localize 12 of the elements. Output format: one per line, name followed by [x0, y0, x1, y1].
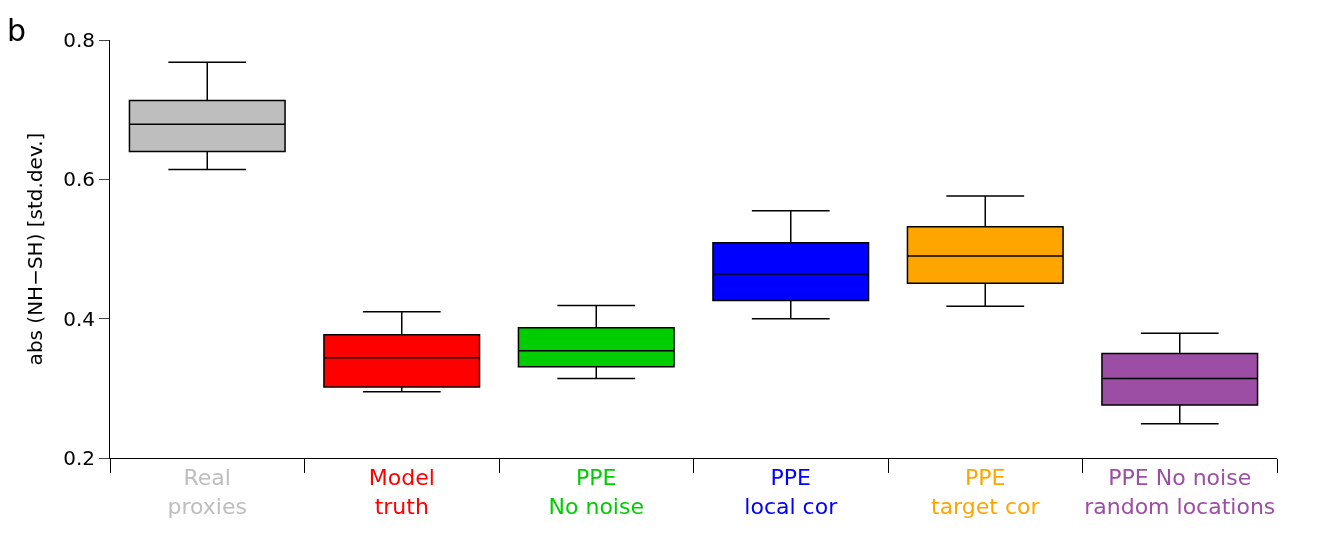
text: b — [7, 13, 27, 48]
x-tick-label: Real proxies — [167, 465, 247, 519]
x-tick-label: Model truth — [368, 465, 435, 519]
x-tick-label: PPE No noise random locations — [1084, 465, 1276, 519]
y-tick-label: 0.4 — [63, 306, 95, 331]
y-tick-label: 0.6 — [63, 167, 95, 192]
x-tick-label: PPE target cor — [931, 465, 1041, 519]
y-tick-label: 0.2 — [63, 446, 95, 470]
x-tick-label: PPE No noise — [548, 465, 644, 519]
y-tick-label: 0.8 — [63, 28, 95, 52]
x-tick-label: PPE local cor — [744, 465, 839, 519]
y-axis-title: abs (NH−SH) [std.dev.] — [22, 132, 47, 366]
